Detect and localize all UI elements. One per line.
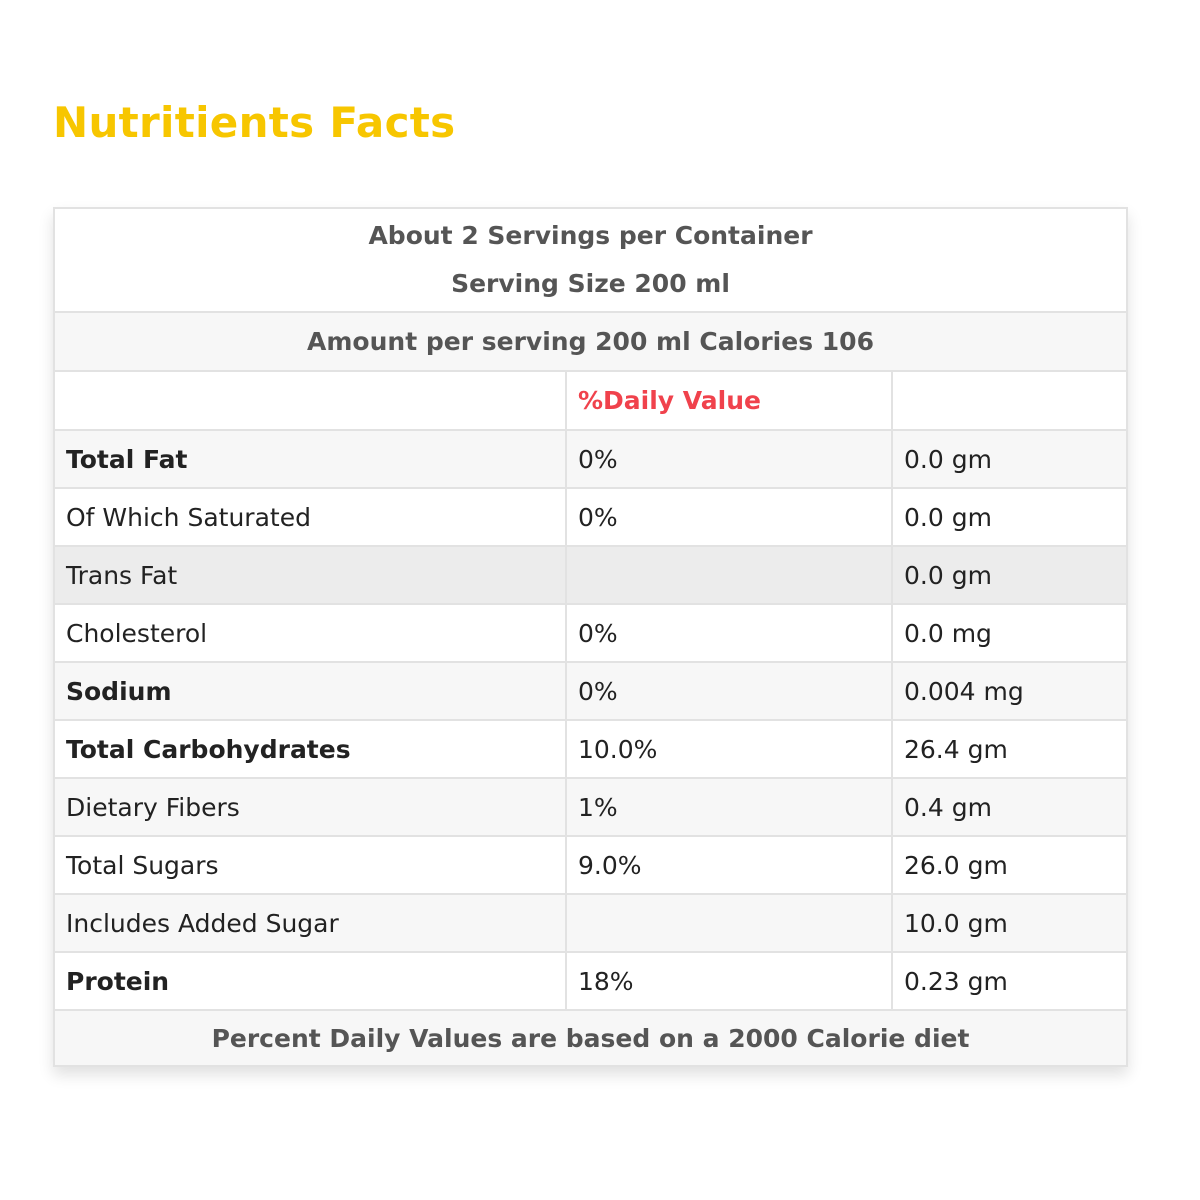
daily-percent xyxy=(565,893,893,953)
nutrient-label: Cholesterol xyxy=(53,603,567,663)
nutrient-row: Protein 18% 0.23 gm xyxy=(53,951,1128,1011)
daily-percent xyxy=(565,545,893,605)
nutrient-label: Total Carbohydrates xyxy=(53,719,567,779)
nutrient-row: Trans Fat 0.0 gm xyxy=(53,545,1128,605)
intro-cell: About 2 Servings per Container Serving Si… xyxy=(53,207,1128,313)
nutrient-amount: 0.0 gm xyxy=(891,545,1128,605)
nutrient-label: Dietary Fibers xyxy=(53,777,567,837)
nutrient-row: Sodium 0% 0.004 mg xyxy=(53,661,1128,721)
nutrient-amount: 10.0 gm xyxy=(891,893,1128,953)
nutrient-amount: 0.004 mg xyxy=(891,661,1128,721)
nutrient-row: Total Carbohydrates 10.0% 26.4 gm xyxy=(53,719,1128,779)
nutrient-label: Of Which Saturated xyxy=(53,487,567,547)
amount-row: Amount per serving 200 ml Calories 106 xyxy=(53,311,1128,372)
nutrient-label: Protein xyxy=(53,951,567,1011)
table-body: About 2 Servings per Container Serving Si… xyxy=(53,207,1128,1067)
daily-percent: 10.0% xyxy=(565,719,893,779)
nutrient-row: Cholesterol 0% 0.0 mg xyxy=(53,603,1128,663)
daily-percent: 18% xyxy=(565,951,893,1011)
daily-percent: 1% xyxy=(565,777,893,837)
daily-percent: 0% xyxy=(565,603,893,663)
nutrition-table: About 2 Servings per Container Serving Si… xyxy=(53,207,1128,1067)
nutrient-label: Trans Fat xyxy=(53,545,567,605)
daily-percent: 0% xyxy=(565,661,893,721)
daily-percent: 0% xyxy=(565,487,893,547)
nutrient-amount: 26.4 gm xyxy=(891,719,1128,779)
page-title: Nutritients Facts xyxy=(53,98,456,147)
daily-percent: 0% xyxy=(565,429,893,489)
intro-line: Serving Size 200 ml xyxy=(451,269,730,298)
nutrient-label: Total Fat xyxy=(53,429,567,489)
daily-percent: 9.0% xyxy=(565,835,893,895)
empty-cell xyxy=(53,370,567,431)
footnote: Percent Daily Values are based on a 2000… xyxy=(53,1009,1128,1067)
nutrient-row: Dietary Fibers 1% 0.4 gm xyxy=(53,777,1128,837)
nutrient-label: Total Sugars xyxy=(53,835,567,895)
intro-row: About 2 Servings per Container Serving Si… xyxy=(53,207,1128,313)
nutrient-row: Total Sugars 9.0% 26.0 gm xyxy=(53,835,1128,895)
column-header-row: %Daily Value xyxy=(53,370,1128,431)
daily-value-header: %Daily Value xyxy=(565,370,893,431)
nutrient-amount: 0.4 gm xyxy=(891,777,1128,837)
nutrient-amount: 0.23 gm xyxy=(891,951,1128,1011)
empty-cell xyxy=(891,370,1128,431)
nutrient-row: Total Fat 0% 0.0 gm xyxy=(53,429,1128,489)
nutrient-row: Includes Added Sugar 10.0 gm xyxy=(53,893,1128,953)
nutrient-amount: 26.0 gm xyxy=(891,835,1128,895)
amount-cell: Amount per serving 200 ml Calories 106 xyxy=(53,311,1128,372)
footnote-row: Percent Daily Values are based on a 2000… xyxy=(53,1009,1128,1067)
nutrient-amount: 0.0 gm xyxy=(891,487,1128,547)
nutrient-label: Includes Added Sugar xyxy=(53,893,567,953)
nutrient-amount: 0.0 mg xyxy=(891,603,1128,663)
nutrient-amount: 0.0 gm xyxy=(891,429,1128,489)
nutrient-label: Sodium xyxy=(53,661,567,721)
intro-line: About 2 Servings per Container xyxy=(368,221,813,250)
nutrient-row: Of Which Saturated 0% 0.0 gm xyxy=(53,487,1128,547)
